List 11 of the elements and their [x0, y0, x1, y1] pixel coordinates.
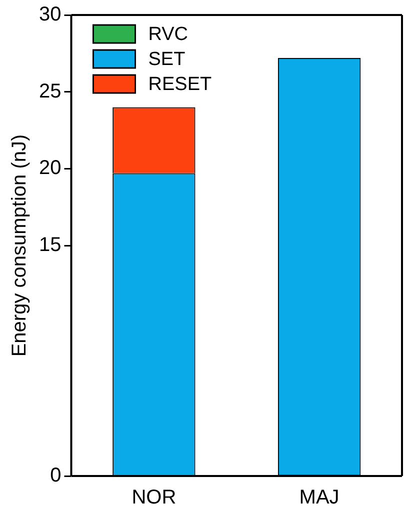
y-tick-label: 0 — [50, 464, 62, 487]
legend-label: RESET — [148, 74, 212, 96]
legend-label: RVC — [148, 24, 188, 46]
y-tick-label: 15 — [38, 234, 62, 256]
y-axis-title: Energy consumption (nJ) — [8, 134, 31, 357]
legend-label: SET — [148, 49, 186, 70]
y-tick-label: 25 — [38, 80, 62, 102]
y-tick-label: 30 — [38, 4, 62, 26]
x-tick-label: NOR — [132, 486, 176, 509]
y-tick-label: 20 — [38, 157, 62, 180]
x-tick-label: MAJ — [299, 486, 340, 509]
